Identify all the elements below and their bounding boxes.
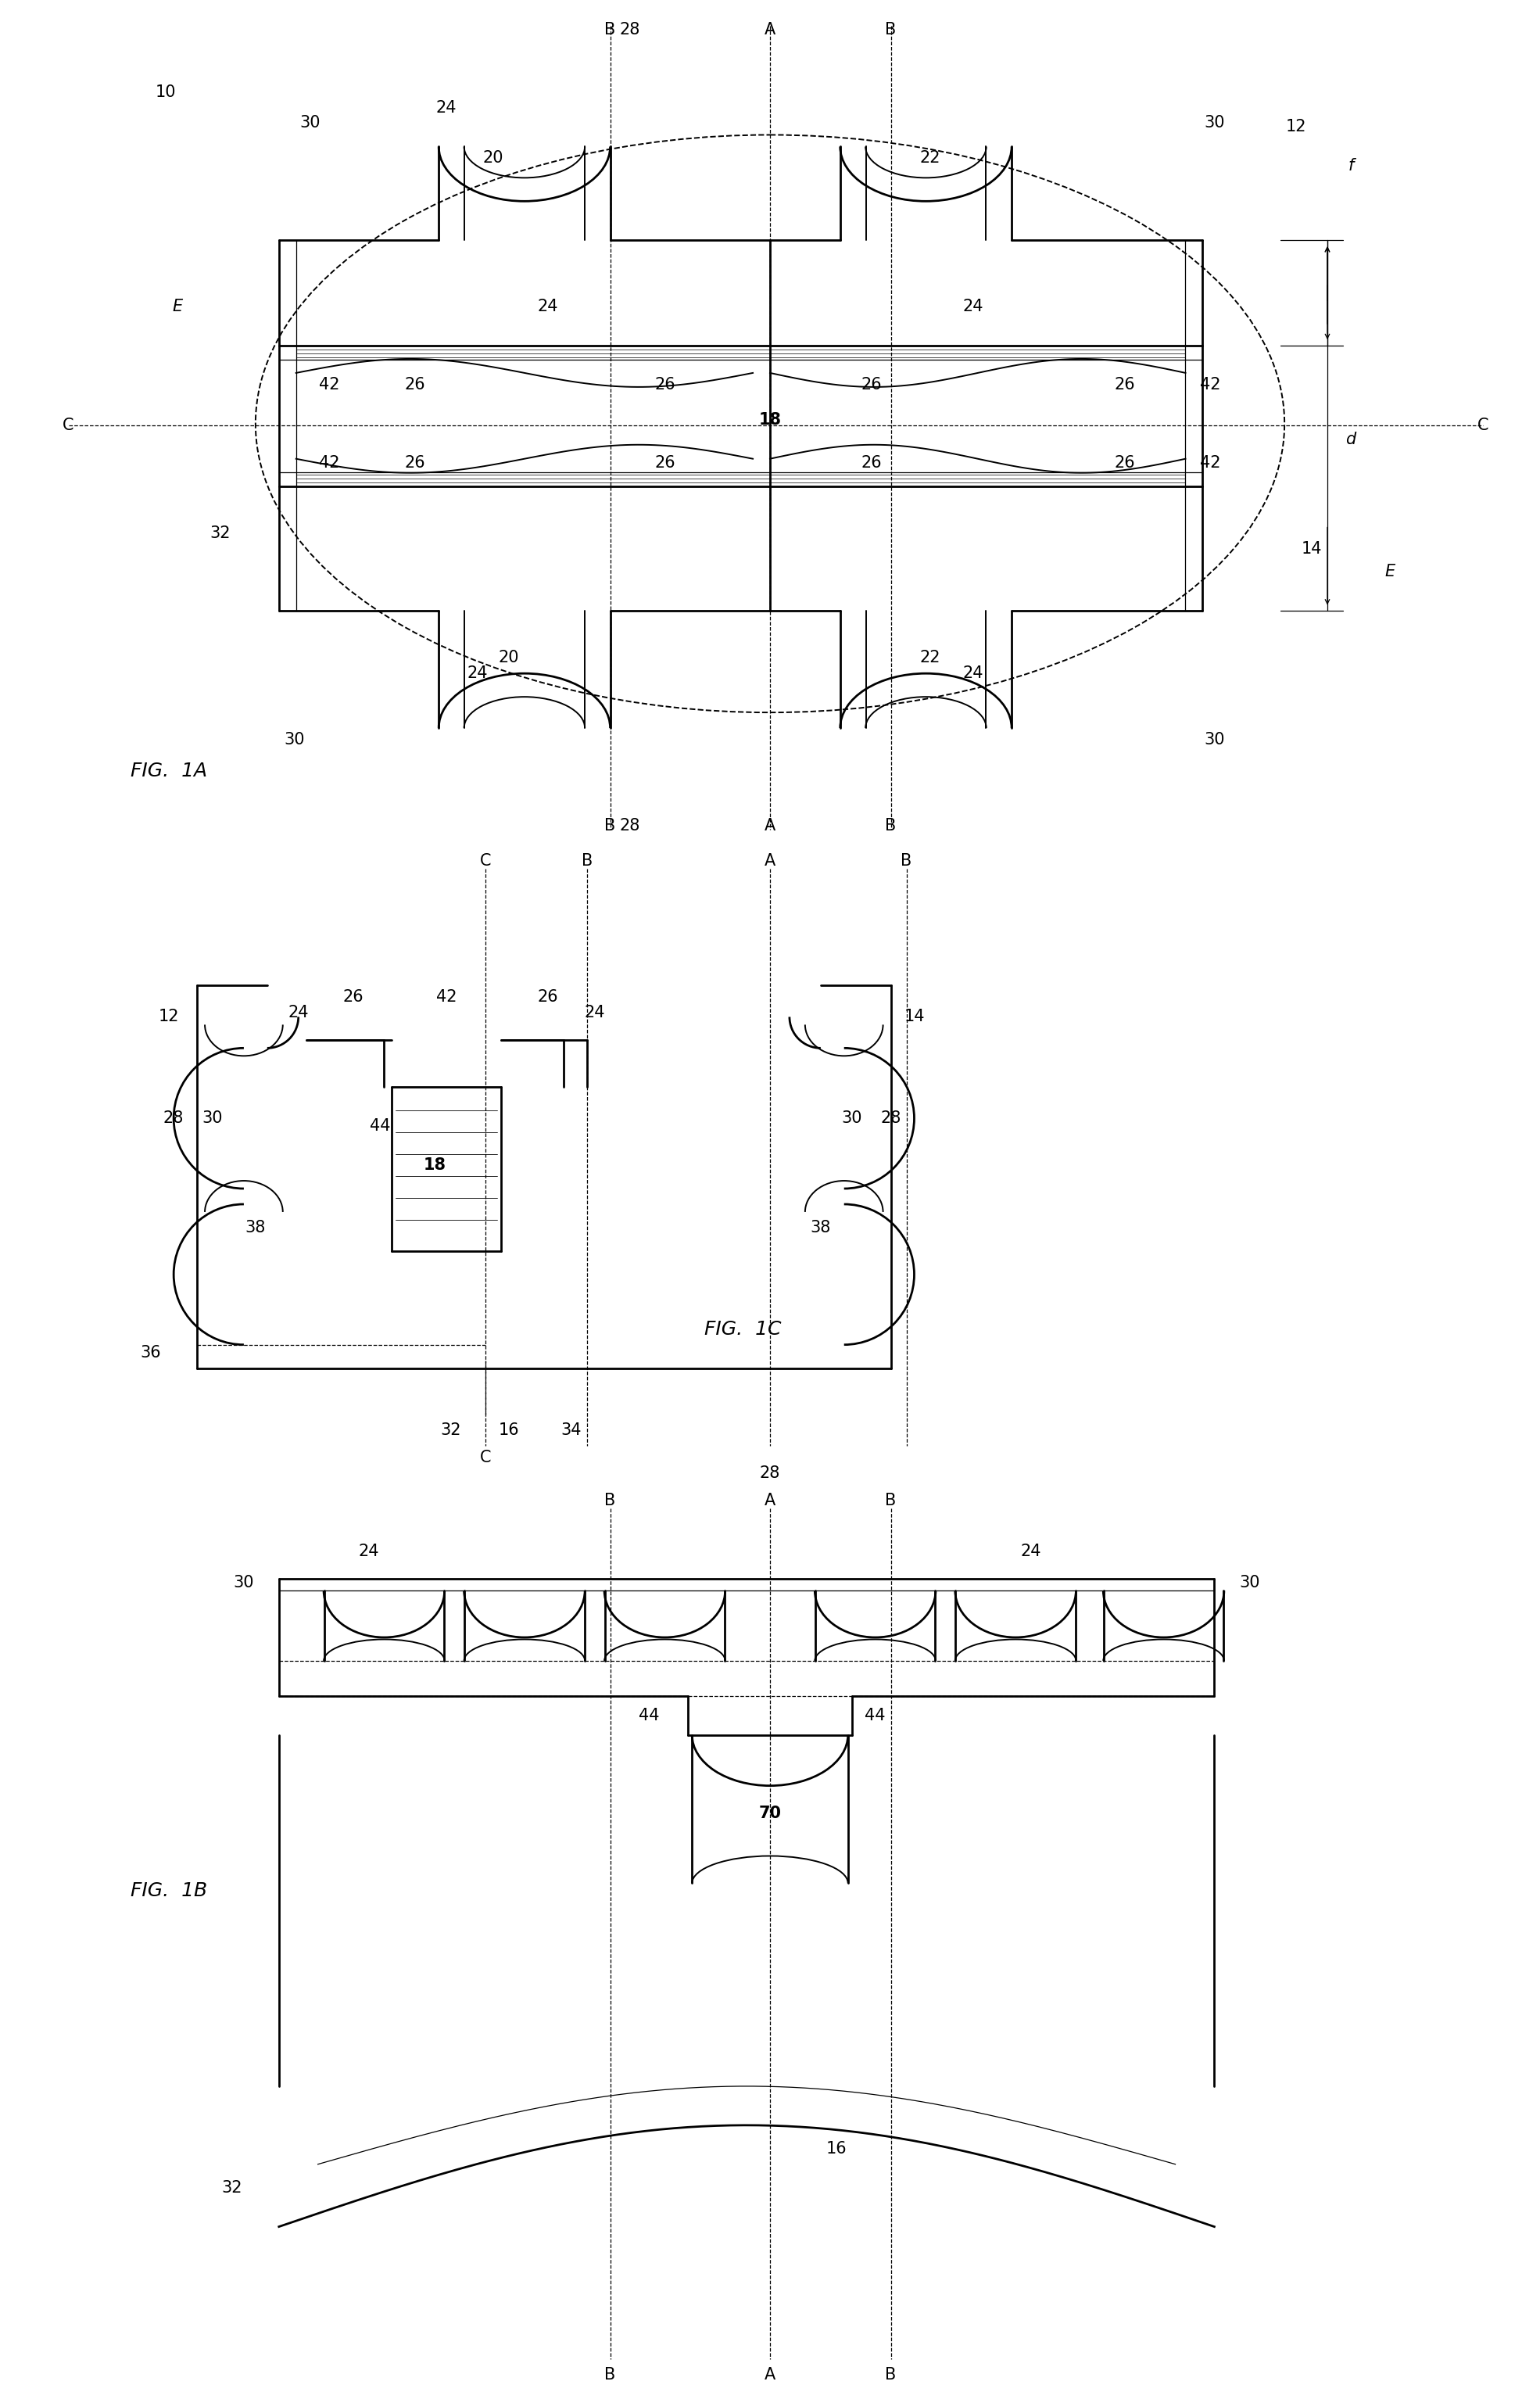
Text: 10: 10 <box>156 84 176 100</box>
Text: 42: 42 <box>436 990 457 1005</box>
Text: 24: 24 <box>288 1005 308 1021</box>
Text: C: C <box>480 854 491 868</box>
Text: 14: 14 <box>1301 541 1323 557</box>
Text: E: E <box>172 299 183 313</box>
Text: 42: 42 <box>319 378 340 392</box>
Text: 30: 30 <box>285 732 305 749</box>
Text: 14: 14 <box>904 1009 924 1024</box>
Text: 30: 30 <box>841 1110 862 1127</box>
Text: 42: 42 <box>1200 378 1221 392</box>
Text: C: C <box>63 419 74 433</box>
Text: B: B <box>886 818 896 832</box>
Text: B: B <box>901 854 912 868</box>
Text: 28: 28 <box>619 818 641 832</box>
Text: 26: 26 <box>405 378 425 392</box>
Text: 42: 42 <box>319 454 340 471</box>
Text: B: B <box>886 22 896 38</box>
Text: 26: 26 <box>654 378 675 392</box>
Text: 26: 26 <box>1115 378 1135 392</box>
Text: 30: 30 <box>1240 1574 1260 1591</box>
Text: 38: 38 <box>245 1220 266 1234</box>
Text: C: C <box>1477 419 1489 433</box>
Text: 26: 26 <box>1115 454 1135 471</box>
Text: 18: 18 <box>759 411 781 428</box>
Text: 24: 24 <box>584 1005 605 1021</box>
Text: FIG.  1A: FIG. 1A <box>131 761 208 780</box>
Text: 26: 26 <box>861 454 882 471</box>
Text: 20: 20 <box>499 651 519 665</box>
Text: 32: 32 <box>209 526 231 541</box>
Text: 26: 26 <box>654 454 675 471</box>
Text: 26: 26 <box>405 454 425 471</box>
Text: 32: 32 <box>440 1423 460 1438</box>
Text: 44: 44 <box>865 1708 886 1722</box>
Text: 24: 24 <box>467 665 488 682</box>
Text: A: A <box>764 1493 776 1509</box>
Text: 30: 30 <box>1204 115 1224 132</box>
Text: 42: 42 <box>1200 454 1221 471</box>
Text: 30: 30 <box>300 115 320 132</box>
Text: 26: 26 <box>861 378 882 392</box>
Text: FIG.  1B: FIG. 1B <box>131 1883 208 1902</box>
Text: 20: 20 <box>484 151 504 165</box>
Text: B: B <box>605 22 616 38</box>
Text: 24: 24 <box>1021 1543 1041 1560</box>
Text: 30: 30 <box>202 1110 223 1127</box>
Text: C: C <box>480 1450 491 1466</box>
Text: 24: 24 <box>537 299 557 313</box>
Text: 44: 44 <box>370 1119 391 1134</box>
Text: B: B <box>886 2368 896 2382</box>
Text: 12: 12 <box>159 1009 179 1024</box>
Text: 24: 24 <box>962 665 983 682</box>
Text: 22: 22 <box>919 151 939 165</box>
Text: 24: 24 <box>436 100 457 115</box>
Text: 30: 30 <box>234 1574 254 1591</box>
Text: 28: 28 <box>759 1466 781 1481</box>
Text: 24: 24 <box>962 299 983 313</box>
Text: 28: 28 <box>619 22 641 38</box>
Text: 36: 36 <box>140 1344 160 1361</box>
Text: E: E <box>1384 565 1395 579</box>
Text: d: d <box>1346 431 1355 447</box>
Text: 44: 44 <box>639 1708 659 1722</box>
Text: A: A <box>764 854 776 868</box>
Text: 38: 38 <box>810 1220 832 1234</box>
Text: 24: 24 <box>359 1543 379 1560</box>
Text: 70: 70 <box>759 1806 781 1820</box>
Text: 28: 28 <box>881 1110 901 1127</box>
Text: 16: 16 <box>825 2141 847 2158</box>
Text: B: B <box>605 2368 616 2382</box>
Text: 26: 26 <box>342 990 363 1005</box>
Text: 34: 34 <box>561 1423 582 1438</box>
Text: 26: 26 <box>537 990 557 1005</box>
Text: A: A <box>764 818 776 832</box>
Text: FIG.  1C: FIG. 1C <box>704 1320 781 1340</box>
Text: 16: 16 <box>499 1423 519 1438</box>
Text: A: A <box>764 2368 776 2382</box>
Text: A: A <box>764 22 776 38</box>
Text: B: B <box>581 854 593 868</box>
Text: 28: 28 <box>163 1110 183 1127</box>
Text: 18: 18 <box>424 1158 447 1172</box>
Text: 30: 30 <box>1204 732 1224 749</box>
Text: 32: 32 <box>222 2179 242 2196</box>
Text: B: B <box>605 818 616 832</box>
Text: 12: 12 <box>1286 120 1306 134</box>
Text: f: f <box>1348 158 1354 175</box>
Text: B: B <box>886 1493 896 1509</box>
Text: 22: 22 <box>919 651 939 665</box>
Text: B: B <box>605 1493 616 1509</box>
